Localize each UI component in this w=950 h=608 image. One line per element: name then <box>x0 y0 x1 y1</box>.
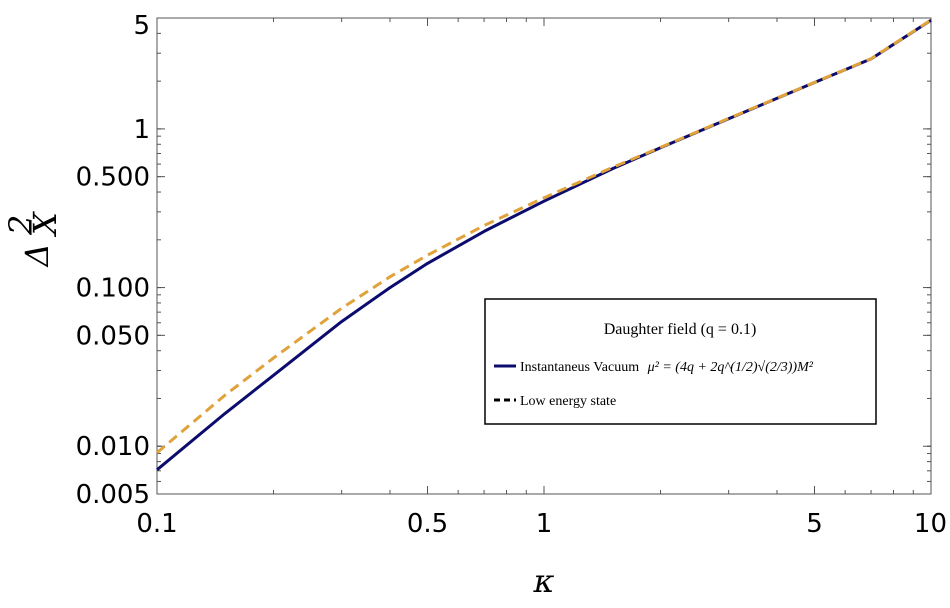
legend-box <box>484 298 877 425</box>
legend-label-instantaneous-name: Instantaneus Vacuum <box>520 360 639 375</box>
legend-label-instantaneous-math: μ² = (4q + 2q^(1/2)√(2/3))M² <box>647 360 814 375</box>
x-tick-labels: 0.1 0.5 1 5 10 <box>136 509 947 539</box>
y-tick-label: 0.010 <box>76 432 150 462</box>
legend-label-low-energy: Low energy state <box>520 394 616 409</box>
legend-label-instantaneous: Instantaneus Vacuum μ² = (4q + 2q^(1/2)√… <box>520 360 814 375</box>
x-tick-label: 1 <box>536 509 553 539</box>
svg-text:Δ: Δ <box>18 243 56 268</box>
y-tick-label: 0.500 <box>76 163 150 193</box>
y-axis-label: Δ 2 X <box>2 211 64 269</box>
y-axis-label-sub: X <box>26 211 64 238</box>
x-tick-label: 0.1 <box>136 509 177 539</box>
y-axis-label-base: Δ <box>18 243 56 268</box>
x-tick-label: 0.5 <box>407 509 448 539</box>
series-layer <box>156 18 932 471</box>
y-tick-label: 0.050 <box>76 321 150 351</box>
y-tick-label: 5 <box>133 11 150 41</box>
x-tick-label: 10 <box>914 509 947 539</box>
x-axis-label: κ <box>533 562 555 600</box>
x-tick-label: 5 <box>806 509 823 539</box>
y-tick-labels: 0.005 0.010 0.050 0.100 0.500 1 5 <box>76 11 150 510</box>
y-axis-label-sup: 2 <box>2 215 40 236</box>
legend-title: Daughter field (q = 0.1) <box>604 321 757 338</box>
series-line-low-energy-state <box>156 18 932 454</box>
y-tick-label: 0.005 <box>76 480 150 510</box>
legend: Daughter field (q = 0.1) Instantaneus Va… <box>484 298 877 425</box>
major-ticks <box>156 17 932 495</box>
y-tick-label: 0.100 <box>76 274 150 304</box>
y-tick-label: 1 <box>133 115 150 145</box>
